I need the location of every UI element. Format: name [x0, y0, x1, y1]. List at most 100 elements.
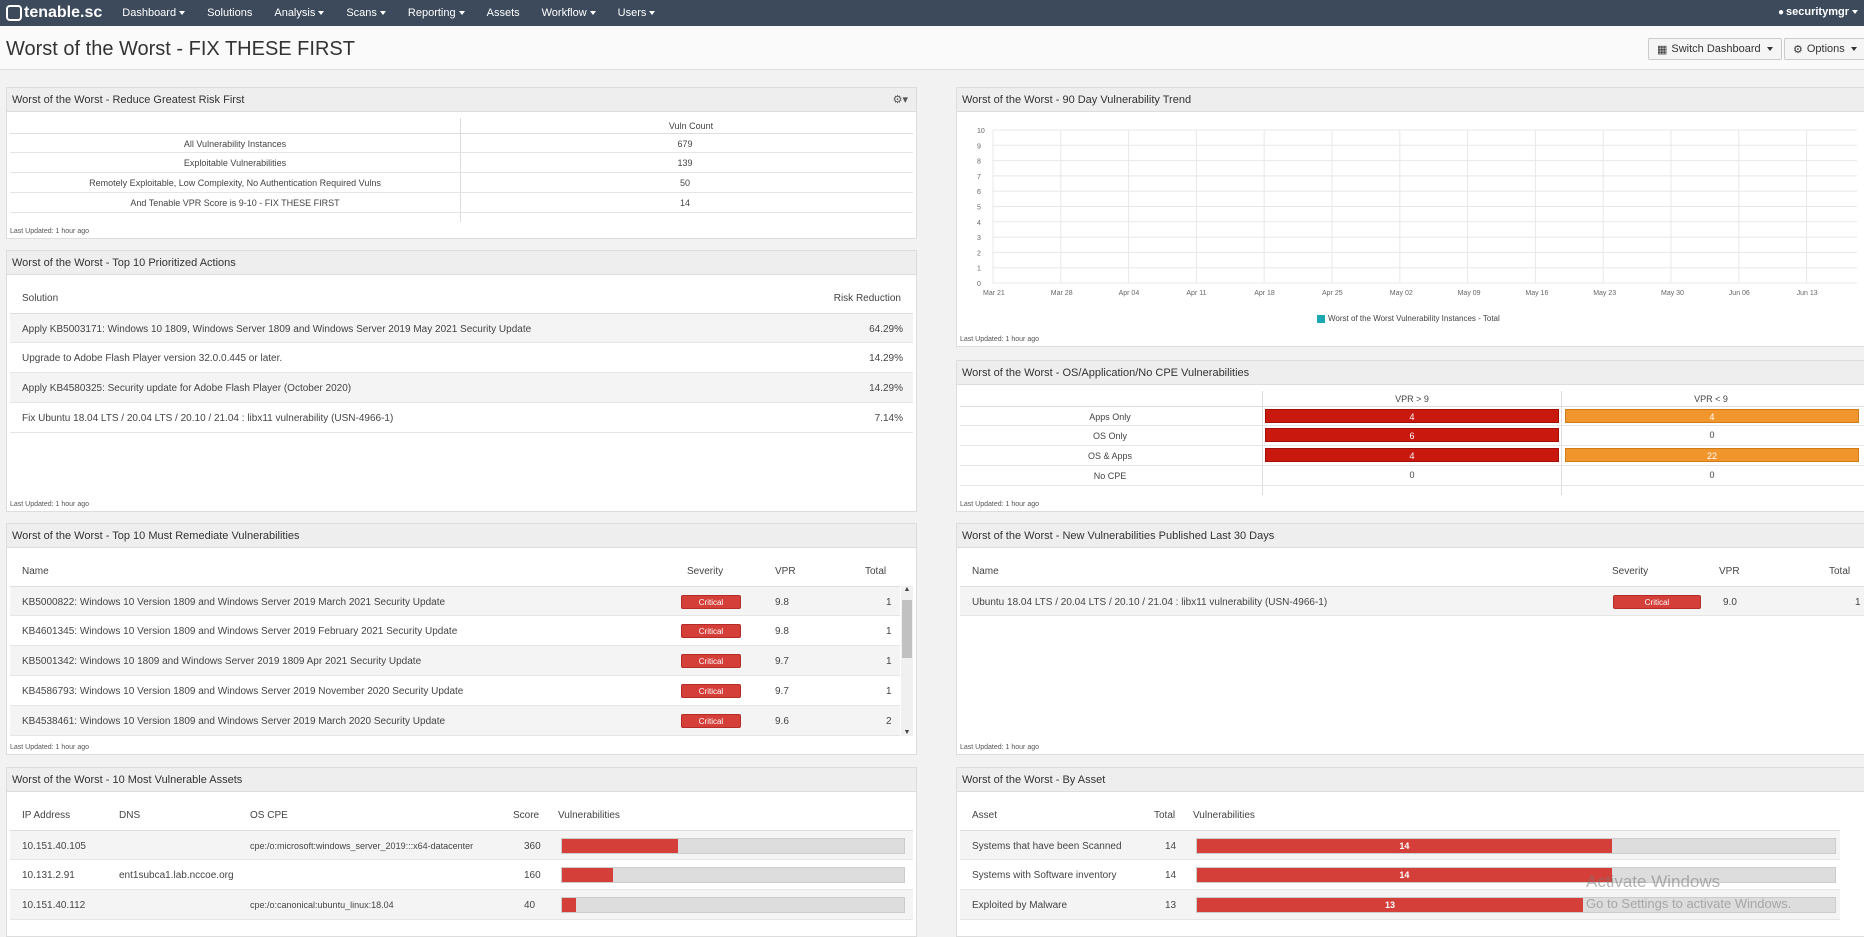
- x-tick-label: Jun 13: [1797, 290, 1818, 297]
- vpr-gt-9-cell[interactable]: 4: [1265, 409, 1559, 423]
- severity-badge: Critical: [681, 624, 741, 638]
- vulnerability-bar-fill: 14: [1197, 839, 1612, 853]
- nav-solutions[interactable]: Solutions: [207, 7, 253, 19]
- vpr-lt-9-cell[interactable]: 0: [1709, 470, 1715, 480]
- table-row: Apps Only 4 4: [960, 406, 1864, 426]
- table-row[interactable]: Fix Ubuntu 18.04 LTS / 20.04 LTS / 20.10…: [10, 403, 913, 433]
- title-bar: Worst of the Worst - FIX THESE FIRST ▦ Sw…: [0, 26, 1864, 70]
- col-total: Total: [1829, 566, 1851, 577]
- y-tick-label: 4: [977, 220, 981, 227]
- table-row[interactable]: Upgrade to Adobe Flash Player version 32…: [10, 343, 913, 373]
- severity-badge: Critical: [681, 654, 741, 668]
- table-row[interactable]: 10.151.40.105 cpe:/o:microsoft:windows_se…: [10, 830, 913, 860]
- col-score: Score: [513, 810, 540, 821]
- page-title: Worst of the Worst - FIX THESE FIRST: [6, 38, 355, 60]
- vulnerability-bar: [561, 897, 905, 913]
- hexagon-icon: [6, 5, 22, 21]
- table-row[interactable]: KB4538461: Windows 10 Version 1809 and W…: [10, 706, 900, 736]
- vulnerability-bar: 14: [1196, 838, 1836, 854]
- gear-icon: ⚙: [1793, 43, 1803, 56]
- panel-new-vulns: Worst of the Worst - New Vulnerabilities…: [956, 523, 1864, 755]
- nav-assets[interactable]: Assets: [486, 7, 520, 19]
- table-row[interactable]: KB4586793: Windows 10 Version 1809 and W…: [10, 676, 900, 706]
- table-row[interactable]: Systems with Software inventory 14 14: [960, 860, 1840, 890]
- x-tick-label: May 02: [1390, 290, 1413, 297]
- table-row[interactable]: Ubuntu 18.04 LTS / 20.04 LTS / 20.10 / 2…: [960, 586, 1864, 616]
- last-updated: Last Updated: 1 hour ago: [10, 744, 90, 751]
- nav-scans[interactable]: Scans: [346, 7, 386, 19]
- scroll-down-icon[interactable]: ▼: [903, 729, 911, 736]
- vpr-lt-9-cell[interactable]: 22: [1565, 448, 1859, 462]
- vulnerability-bar-fill: [562, 898, 576, 912]
- col-total: Total: [1154, 810, 1176, 821]
- x-tick-label: May 09: [1458, 290, 1481, 297]
- col-vpr: VPR: [1719, 566, 1740, 577]
- table-row[interactable]: KB5001342: Windows 10 1809 and Windows S…: [10, 646, 900, 676]
- panel-title: Worst of the Worst - By Asset: [962, 774, 1106, 786]
- col-os-cpe: OS CPE: [250, 810, 288, 821]
- y-tick-label: 10: [977, 128, 985, 135]
- legend-swatch: [1317, 314, 1325, 323]
- table-row: And Tenable VPR Score is 9-10 - FIX THES…: [10, 193, 913, 213]
- vpr-gt-9-cell[interactable]: 6: [1265, 428, 1559, 442]
- vulnerability-bar: [561, 838, 905, 854]
- grid-icon: ▦: [1657, 43, 1668, 56]
- col-dns: DNS: [119, 810, 141, 821]
- y-tick-label: 2: [977, 250, 981, 257]
- panel-by-asset: Worst of the Worst - By Asset Asset Tota…: [956, 767, 1864, 937]
- panel-must-remediate: Worst of the Worst - Top 10 Must Remedia…: [6, 523, 917, 755]
- vulnerability-bar-fill: 13: [1197, 898, 1583, 912]
- vpr-lt-9-cell[interactable]: 4: [1565, 409, 1859, 423]
- col-vpr-gt-9: VPR > 9: [1395, 394, 1429, 404]
- nav-reporting[interactable]: Reporting: [408, 7, 465, 19]
- vpr-lt-9-cell[interactable]: 0: [1709, 430, 1715, 440]
- col-risk-reduction: Risk Reduction: [833, 293, 901, 304]
- vulnerability-bar: [561, 867, 905, 883]
- scroll-up-icon[interactable]: ▲: [903, 586, 911, 593]
- panel-title: Worst of the Worst - 90 Day Vulnerabilit…: [962, 94, 1192, 106]
- trend-chart: 0 1 2 3 4 5 6 7 8 9 10 Mar 21 Mar 28 Apr 04 Apr 11 Apr …: [977, 128, 1857, 297]
- user-menu[interactable]: ● securitymgr: [1778, 6, 1858, 18]
- severity-badge: Critical: [1613, 595, 1701, 609]
- nav-workflow[interactable]: Workflow: [542, 7, 596, 19]
- table-row[interactable]: Systems that have been Scanned 14 14: [960, 830, 1840, 860]
- severity-badge: Critical: [681, 714, 741, 728]
- y-tick-label: 9: [977, 143, 981, 150]
- y-tick-label: 8: [977, 159, 981, 166]
- table-row[interactable]: Apply KB5003171: Windows 10 1809, Window…: [10, 313, 913, 343]
- table-row[interactable]: 10.151.40.112 cpe:/o:canonical:ubuntu_lin…: [10, 890, 913, 920]
- table-row[interactable]: KB4601345: Windows 10 Version 1809 and W…: [10, 616, 900, 646]
- table-row[interactable]: Apply KB4580325: Security update for Ado…: [10, 373, 913, 403]
- nav-analysis[interactable]: Analysis: [274, 7, 325, 19]
- table-row[interactable]: Exploited by Malware 13 13: [960, 890, 1840, 920]
- vulnerability-bar: 13: [1196, 897, 1836, 913]
- panel-title: Worst of the Worst - Top 10 Must Remedia…: [12, 530, 300, 542]
- panel-title: Worst of the Worst - OS/Application/No C…: [962, 367, 1250, 379]
- y-tick-label: 6: [977, 189, 981, 196]
- options-button[interactable]: ⚙ Options: [1784, 38, 1864, 60]
- last-updated: Last Updated: 1 hour ago: [960, 501, 1040, 508]
- scroll-thumb[interactable]: [902, 600, 912, 658]
- x-tick-label: Mar 28: [1051, 290, 1073, 297]
- vulnerability-bar-fill: [562, 868, 614, 882]
- vpr-gt-9-cell[interactable]: 0: [1409, 470, 1415, 480]
- table-row[interactable]: 10.131.2.91 ent1subca1.lab.nccoe.org 160: [10, 860, 913, 890]
- last-updated: Last Updated: 1 hour ago: [960, 336, 1040, 343]
- panel-vulnerable-assets: Worst of the Worst - 10 Most Vulnerable …: [6, 767, 917, 937]
- nav-users[interactable]: Users: [618, 7, 656, 19]
- gear-icon[interactable]: ⚙▾: [892, 94, 908, 106]
- nav-dashboard[interactable]: Dashboard: [122, 7, 186, 19]
- panel-title: Worst of the Worst - Top 10 Prioritized …: [12, 257, 236, 269]
- panel-reduce-risk: Worst of the Worst - Reduce Greatest Ris…: [6, 87, 917, 239]
- x-tick-label: Apr 25: [1322, 290, 1343, 297]
- col-severity: Severity: [687, 566, 724, 577]
- panel-title: Worst of the Worst - New Vulnerabilities…: [962, 530, 1275, 542]
- x-tick-label: Apr 18: [1254, 290, 1275, 297]
- switch-dashboard-button[interactable]: ▦ Switch Dashboard: [1648, 38, 1782, 60]
- vpr-gt-9-cell[interactable]: 4: [1265, 448, 1559, 462]
- severity-badge: Critical: [681, 684, 741, 698]
- tenable-logo[interactable]: tenable.sc: [6, 4, 102, 22]
- panel-title: Worst of the Worst - Reduce Greatest Ris…: [12, 94, 245, 106]
- scrollbar[interactable]: ▲ ▼: [901, 586, 913, 736]
- table-row[interactable]: KB5000822: Windows 10 Version 1809 and W…: [10, 586, 900, 616]
